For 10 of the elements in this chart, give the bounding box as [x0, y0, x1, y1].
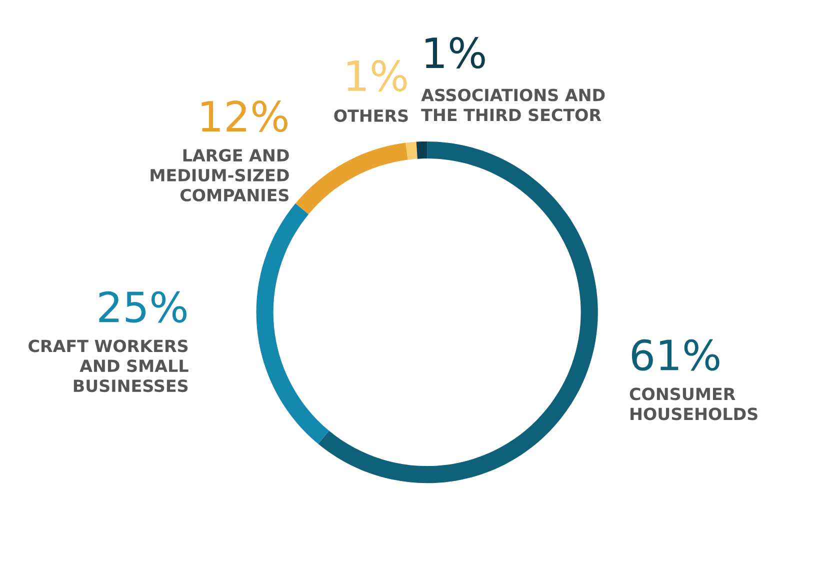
data-label: 61%	[632, 339, 720, 371]
slice-label: OTHERS	[334, 109, 408, 122]
data-label: 12%	[202, 100, 288, 132]
data-label: 1%	[426, 37, 485, 69]
data-label: 1%	[348, 60, 407, 92]
slice-label: LARGE AND MEDIUM-SIZED COMPANIES	[150, 148, 289, 202]
data-label: 25%	[99, 291, 186, 323]
slice-label: ASSOCIATIONS AND THE THIRD SECTOR	[421, 88, 605, 122]
slice-label: CONSUMER HOUSEHOLDS	[630, 388, 758, 420]
slice-label: CRAFT WORKERS AND SMALL BUSINESSES	[28, 340, 188, 392]
